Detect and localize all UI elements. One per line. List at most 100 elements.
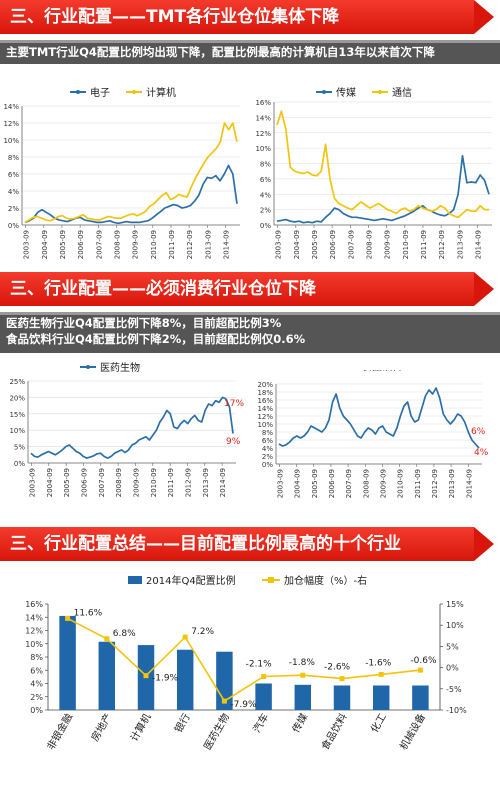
chart-top10-industries: 2014年Q4配置比例 加仓幅度（%）-右 0% 2% 4% 6% 8% 10% 12% 14% 1…	[25, 574, 467, 752]
x-tick-label: 2008-09	[113, 230, 121, 259]
point-label: 7.2%	[191, 627, 214, 637]
bar-银行	[176, 649, 194, 710]
x-tick-label: 2006-09	[80, 468, 88, 497]
section-banner-3: 三、行业配置总结——目前配置比例最高的十个行业	[0, 527, 500, 561]
y-right-tick-label: -5%	[446, 685, 462, 694]
banner-arrow	[474, 0, 494, 34]
y-right-tick-label: 0%	[446, 664, 459, 673]
point-label: 6.8%	[113, 629, 136, 639]
subtitle-bar	[0, 312, 500, 353]
section-subtitle-1: 主要TMT行业Q4配置比例均出现下降，配置比例最高的计算机自13年以来首次下降	[6, 45, 435, 59]
y-tick-label: 12%	[257, 413, 273, 421]
x-tick-label: 2008-09	[115, 468, 123, 497]
y-left-tick-label: 8%	[30, 653, 43, 662]
bar-食品饮料	[333, 685, 351, 710]
series-line-电子	[24, 164, 238, 225]
x-tick-label: 2013-09	[202, 468, 210, 497]
y-tick-label: 18%	[257, 389, 273, 397]
x-tick-label: 2011-09	[414, 469, 422, 498]
x-tick-label: 2011-09	[168, 230, 176, 259]
y-tick-label: 14%	[255, 114, 271, 122]
category-label: 房地产	[88, 711, 114, 743]
legend-marker	[268, 577, 274, 583]
y-tick-label: 14%	[3, 103, 19, 111]
y-tick-label: 10%	[255, 145, 271, 153]
point-label: 11.6%	[74, 608, 103, 618]
chart-pharma: 医药生物 0% 5% 10% 15% 20% 25% 2003-09 2004-09 2005-0…	[9, 361, 244, 497]
legend-label: 2014年Q4配置比例	[146, 574, 236, 587]
y-left-tick-label: 10%	[25, 640, 43, 649]
annotation-label: 6%	[471, 427, 486, 437]
chart-electronics-computer: 电子 计算机 0% 2% 4% 6% 8% 10% 12% 14% 2003-09 2004-09 20…	[3, 86, 240, 259]
point-label: -2.1%	[246, 660, 273, 670]
banner-arrow	[474, 272, 494, 306]
section-title-2: 三、行业配置——必须消费行业仓位下降	[10, 279, 316, 299]
y-tick-label: 4%	[8, 188, 19, 196]
x-tick-label: 2005-09	[311, 230, 319, 259]
annotation-label: 4%	[474, 448, 489, 458]
y-tick-label: 20%	[257, 381, 273, 389]
y-tick-label: 25%	[9, 378, 25, 386]
y-tick-label: 2%	[262, 453, 273, 461]
x-tick-label: 2004-09	[293, 230, 301, 259]
legend-swatch-bar	[128, 576, 142, 584]
y-right-tick-label: 5%	[446, 642, 459, 651]
section-title-1: 三、行业配置——TMT各行业仓位集体下降	[10, 7, 340, 27]
category-label: 非银金融	[44, 711, 75, 752]
x-tick-label: 2009-09	[132, 468, 140, 497]
point-marker	[417, 667, 423, 673]
y-left-tick-label: 2%	[30, 693, 43, 702]
point-marker	[300, 672, 306, 678]
x-tick-label: 2005-09	[59, 230, 67, 259]
x-tick-label: 2011-09	[420, 230, 428, 259]
y-tick-label: 2%	[260, 207, 271, 215]
x-tick-label: 2013-09	[204, 230, 212, 259]
x-tick-label: 2012-09	[184, 468, 192, 497]
category-label: 机械设备	[397, 711, 428, 752]
x-tick-label: 2007-09	[98, 468, 106, 497]
banner-background	[0, 272, 474, 306]
y-tick-label: 20%	[9, 394, 25, 402]
x-tick-label: 2010-09	[402, 230, 410, 259]
x-tick-label: 2010-09	[150, 468, 158, 497]
bar-非银金融	[59, 615, 76, 710]
y-left-tick-label: 14%	[25, 613, 43, 622]
x-tick-label: 2012-09	[438, 230, 446, 259]
x-tick-label: 2010-09	[150, 230, 158, 259]
x-tick-label: 2006-09	[328, 469, 336, 498]
annotation-label: 9%	[226, 437, 241, 447]
x-tick-label: 2009-09	[384, 230, 392, 259]
point-marker	[65, 615, 71, 621]
category-label: 银行	[172, 711, 193, 735]
x-tick-label: 2007-09	[95, 230, 103, 259]
y-right-tick-label: -10%	[446, 706, 467, 715]
legend-label: 医药生物	[100, 361, 140, 374]
x-tick-label: 2006-09	[77, 230, 85, 259]
legend-label: 电子	[90, 86, 110, 99]
x-tick-label: 2008-09	[362, 469, 370, 498]
y-tick-label: 10%	[257, 421, 273, 429]
x-tick-label: 2003-09	[275, 230, 283, 259]
point-label: -7.9%	[230, 700, 257, 710]
legend-label: 计算机	[146, 86, 176, 99]
y-tick-label: 16%	[257, 397, 273, 405]
y-right-tick-label: 15%	[446, 600, 464, 609]
section-subtitle-2b: 食品饮料行业Q4配置比例下降2%，目前超配比例仅0.6%	[6, 332, 306, 346]
x-tick-label: 2003-09	[23, 230, 31, 259]
y-tick-label: 6%	[8, 171, 19, 179]
y-tick-label: 2%	[8, 205, 19, 213]
legend-marker	[322, 90, 326, 94]
x-tick-label: 2004-09	[46, 468, 54, 497]
x-tick-label: 2005-09	[311, 469, 319, 498]
category-label: 食品饮料	[318, 711, 349, 752]
series-line-add	[67, 617, 421, 703]
x-tick-label: 2007-09	[347, 230, 355, 259]
point-marker	[221, 698, 227, 704]
legend-marker	[132, 90, 136, 94]
legend-label: 传媒	[336, 87, 356, 99]
y-left-tick-label: 0%	[30, 706, 43, 715]
bar-机械设备	[412, 685, 429, 710]
point-marker	[182, 634, 188, 640]
y-tick-label: 14%	[257, 405, 273, 413]
x-tick-label: 2006-09	[329, 230, 337, 259]
